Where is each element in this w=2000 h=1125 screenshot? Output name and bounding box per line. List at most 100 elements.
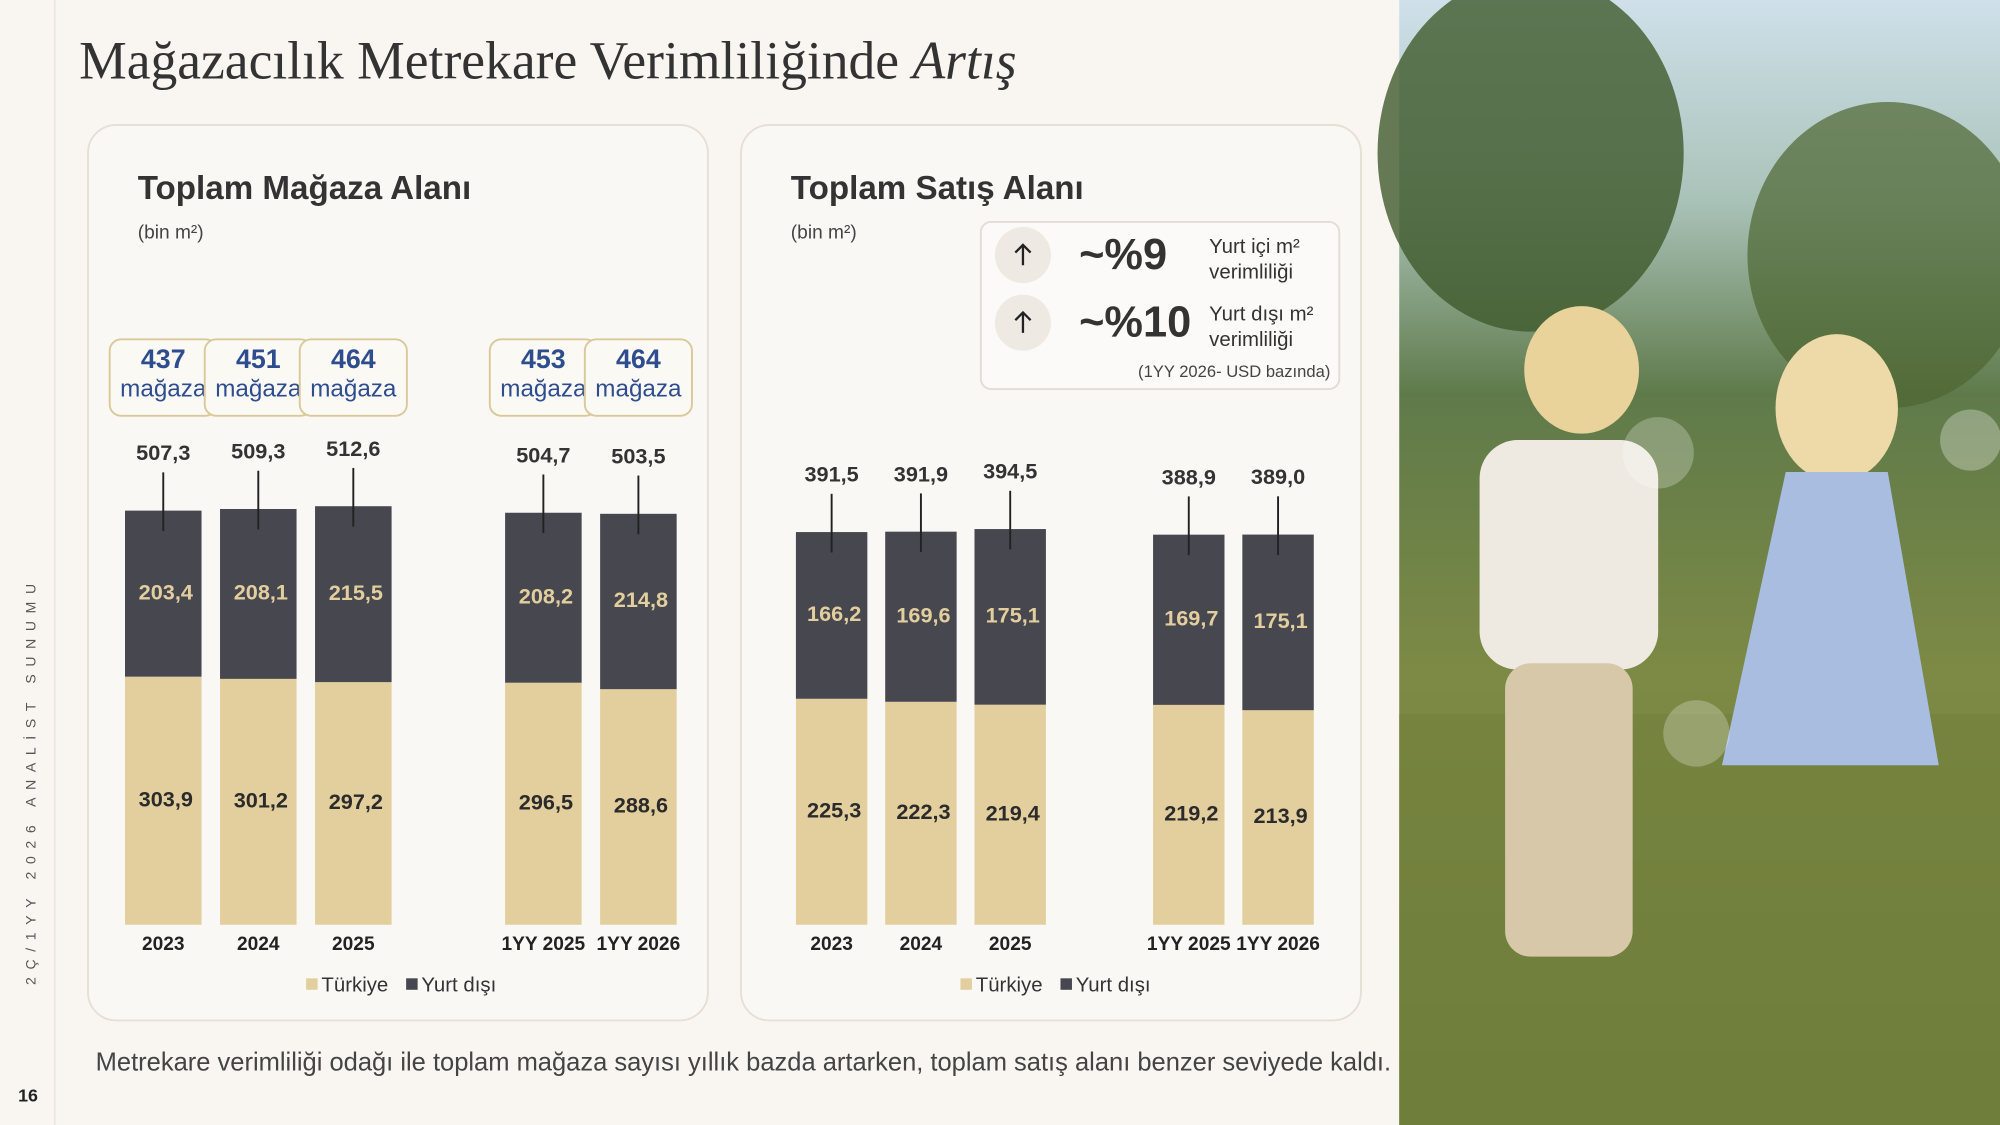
bar-segment — [1153, 704, 1225, 925]
chart-unit: (bin m²) — [791, 222, 857, 243]
store-unit: mağaza — [595, 376, 682, 403]
bar-segment — [795, 532, 868, 699]
x-tick-label: 2023 — [142, 934, 185, 955]
value-label: 222,3 — [896, 799, 950, 824]
store-unit: mağaza — [120, 376, 207, 403]
legend-label: Yurt dışı — [421, 974, 496, 996]
bar-segment — [885, 701, 957, 925]
value-label: 175,1 — [1253, 608, 1307, 633]
store-count: 453 — [521, 344, 566, 374]
bar-segment — [315, 682, 392, 925]
tree — [1747, 102, 2000, 409]
callout-label: Yurt dışı m² — [1209, 303, 1313, 325]
callout-value: ~%9 — [1079, 231, 1167, 279]
value-label: 169,7 — [1164, 606, 1218, 631]
bar-segment — [315, 506, 392, 683]
child-head — [1775, 334, 1898, 483]
value-label: 288,6 — [614, 793, 668, 818]
side-label: 2Ç/1YY 2026 ANALİST SUNUMU — [22, 576, 39, 985]
title-main: Mağazacılık Metrekare Verimliliğinde — [79, 31, 899, 91]
value-label: 214,8 — [614, 587, 668, 612]
legend-label: Türkiye — [976, 974, 1043, 996]
store-unit: mağaza — [500, 376, 587, 403]
callout-label: verimliliği — [1209, 261, 1293, 283]
child-head — [1524, 306, 1640, 434]
arrow-up — [1014, 310, 1032, 333]
page-number: 16 — [18, 1086, 38, 1106]
bubble — [1663, 700, 1730, 767]
footer-text: Metrekare verimliliği odağı ile toplam m… — [96, 1049, 1391, 1077]
legend-label: Türkiye — [321, 974, 388, 996]
bar-segment — [1242, 534, 1314, 711]
x-tick-label: 1YY 2026 — [597, 934, 681, 955]
bar-segment — [1242, 710, 1314, 925]
value-label: 297,2 — [329, 789, 383, 814]
x-tick-label: 1YY 2025 — [1147, 934, 1231, 955]
value-label: 215,5 — [329, 580, 383, 605]
store-count: 464 — [331, 344, 376, 374]
value-label: 208,1 — [234, 580, 288, 605]
x-tick-label: 2025 — [989, 934, 1032, 955]
total-label: 503,5 — [611, 443, 665, 468]
legend-label: Yurt dışı — [1076, 974, 1151, 996]
legend-swatch — [1060, 978, 1072, 990]
value-label: 219,4 — [986, 800, 1040, 825]
bar-segment — [974, 529, 1046, 705]
total-label: 391,9 — [894, 461, 948, 486]
meadow — [1399, 714, 2000, 1125]
bubble — [1940, 409, 2000, 471]
bar-segment — [220, 508, 297, 679]
store-count: 451 — [236, 344, 281, 374]
store-unit: mağaza — [215, 376, 302, 403]
bar-segment — [220, 678, 297, 925]
legend-swatch — [306, 978, 318, 990]
value-label: 225,3 — [807, 797, 861, 822]
chart-title: Toplam Satış Alanı — [791, 170, 1084, 207]
total-label: 509,3 — [231, 439, 285, 464]
callout-box — [979, 220, 1341, 390]
total-label: 512,6 — [326, 436, 380, 461]
bar-segment — [125, 676, 202, 925]
total-label: 389,0 — [1251, 464, 1305, 489]
callout-value: ~%10 — [1079, 299, 1191, 347]
callout-label: verimliliği — [1209, 329, 1293, 351]
child-shirt — [1479, 440, 1659, 670]
bubble — [1622, 417, 1694, 489]
x-tick-label: 1YY 2026 — [1236, 934, 1320, 955]
value-label: 169,6 — [896, 602, 950, 627]
value-label: 166,2 — [807, 601, 861, 626]
value-label: 296,5 — [519, 789, 573, 814]
value-label: 203,4 — [139, 579, 193, 604]
bar-segment — [885, 531, 957, 702]
x-tick-label: 1YY 2025 — [502, 934, 586, 955]
value-label: 301,2 — [234, 788, 288, 813]
chart-title: Toplam Mağaza Alanı — [138, 170, 471, 207]
value-label: 208,2 — [519, 583, 573, 608]
value-label: 219,2 — [1164, 801, 1218, 826]
store-count: 464 — [616, 344, 661, 374]
store-badge — [583, 338, 693, 417]
value-label: 213,9 — [1253, 803, 1307, 828]
bar-segment — [505, 512, 582, 683]
title-emphasis: Artış — [909, 31, 1016, 91]
slide-title: Mağazacılık Metrekare Verimliliğinde Art… — [79, 31, 1017, 91]
child-trousers — [1505, 663, 1633, 957]
total-label: 507,3 — [136, 440, 190, 465]
total-label: 394,5 — [983, 459, 1037, 484]
bar-segment — [600, 513, 677, 690]
store-count: 437 — [141, 344, 186, 374]
bar-segment — [600, 689, 677, 925]
store-unit: mağaza — [310, 376, 397, 403]
tree — [1377, 0, 1684, 332]
x-tick-label: 2024 — [900, 934, 943, 955]
child-dress — [1721, 471, 1939, 766]
total-label: 388,9 — [1162, 464, 1216, 489]
photo — [1377, 0, 2000, 1125]
bar-segment — [1153, 534, 1225, 705]
x-tick-label: 2023 — [810, 934, 853, 955]
chart-unit: (bin m²) — [138, 222, 204, 243]
bar-segment — [125, 510, 202, 677]
x-tick-label: 2024 — [237, 934, 280, 955]
value-label: 175,1 — [986, 603, 1040, 628]
